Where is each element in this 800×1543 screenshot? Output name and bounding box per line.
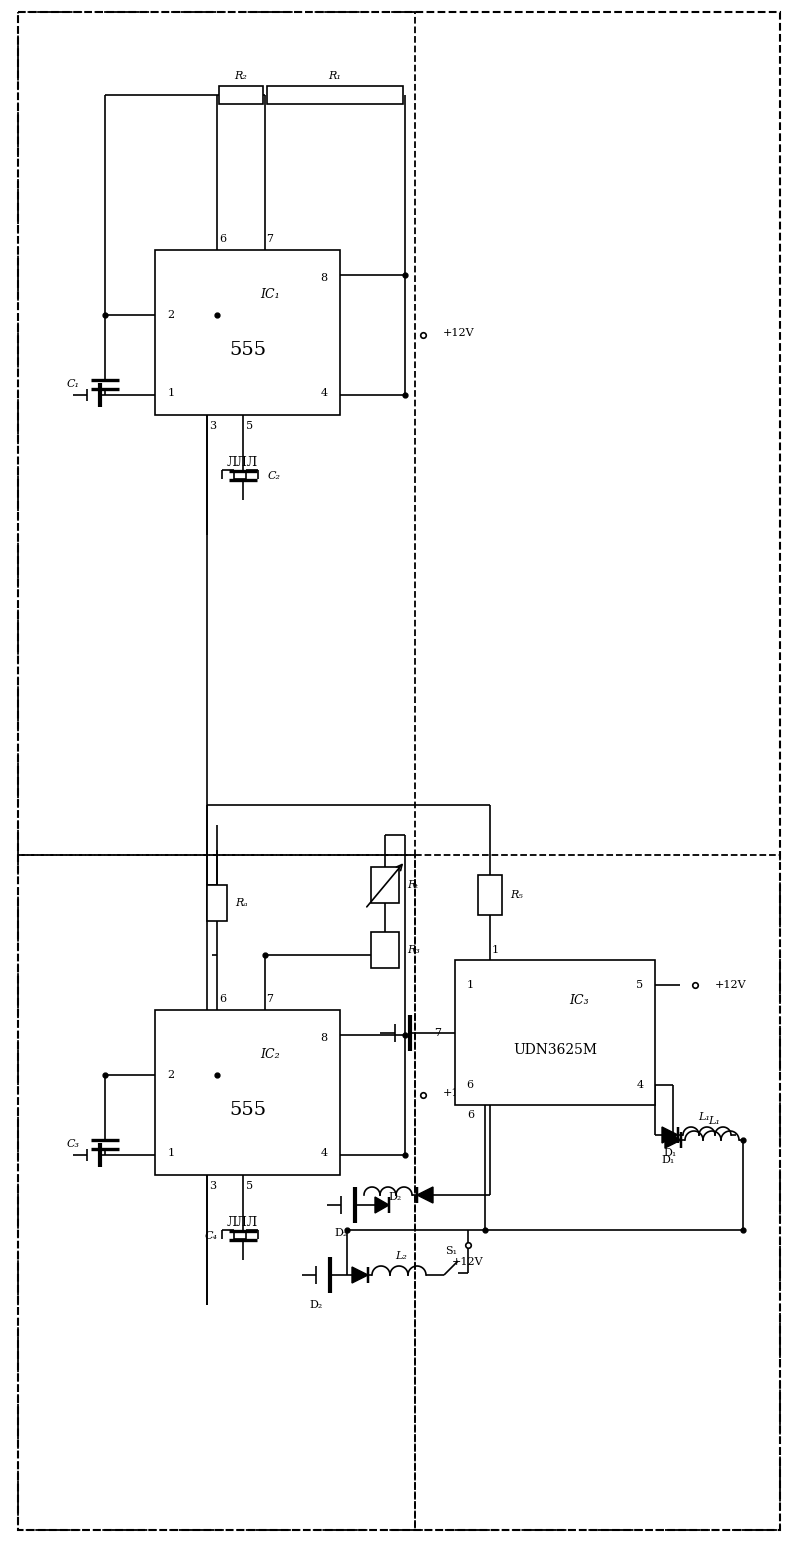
Bar	[415, 855, 780, 1531]
Bar	[455, 960, 655, 1105]
Text: C₂: C₂	[268, 471, 281, 481]
Text: R₂: R₂	[234, 71, 247, 80]
Text: 3: 3	[210, 1180, 217, 1191]
Text: IC₂: IC₂	[260, 1049, 279, 1062]
Bar	[478, 875, 502, 915]
Text: 1: 1	[167, 387, 174, 398]
Text: 555: 555	[229, 1102, 266, 1119]
Text: R₁: R₁	[329, 71, 342, 80]
Polygon shape	[352, 1267, 368, 1282]
Text: 6: 6	[467, 1109, 474, 1120]
Text: D₂: D₂	[389, 1193, 402, 1202]
Bar	[219, 86, 263, 103]
Text: UDN3625M: UDN3625M	[513, 1043, 597, 1057]
Text: 4: 4	[321, 1148, 327, 1157]
Text: 7: 7	[434, 1028, 441, 1037]
Text: 6: 6	[219, 235, 226, 244]
Text: C₃: C₃	[67, 1139, 80, 1150]
Text: +12V: +12V	[452, 1258, 484, 1267]
Text: D₁: D₁	[662, 1156, 674, 1165]
Text: 555: 555	[229, 341, 266, 360]
Text: 5: 5	[246, 1180, 254, 1191]
Text: 7: 7	[266, 994, 274, 1004]
Bar	[371, 867, 399, 903]
Text: 1: 1	[466, 980, 474, 991]
Text: 2: 2	[167, 310, 174, 319]
Text: 1: 1	[491, 944, 498, 955]
Text: +12V: +12V	[443, 1088, 474, 1099]
Text: 3: 3	[210, 421, 217, 430]
Text: L₂: L₂	[395, 1251, 407, 1261]
Polygon shape	[665, 1133, 681, 1148]
Bar	[155, 1011, 340, 1176]
Text: Rₐ: Rₐ	[235, 898, 247, 907]
Text: S₁: S₁	[445, 1247, 457, 1256]
Bar	[207, 884, 227, 921]
Text: +12V: +12V	[443, 329, 474, 338]
Text: ЛЛЛ: ЛЛЛ	[226, 455, 258, 469]
Text: R₃: R₃	[407, 944, 420, 955]
Polygon shape	[375, 1197, 389, 1213]
Text: 8: 8	[321, 1032, 327, 1043]
Text: IC₁: IC₁	[260, 289, 279, 301]
Bar	[371, 932, 399, 967]
Text: D₂: D₂	[334, 1228, 348, 1237]
Text: 4: 4	[637, 1080, 643, 1089]
Text: C₄: C₄	[205, 1231, 218, 1241]
Text: 6: 6	[466, 1080, 474, 1089]
Text: 4: 4	[321, 387, 327, 398]
Text: D₁: D₁	[663, 1148, 677, 1157]
Text: 8: 8	[321, 273, 327, 282]
Bar	[267, 86, 403, 103]
Text: 5: 5	[246, 421, 254, 430]
Text: 5: 5	[637, 980, 643, 991]
Text: D₂: D₂	[310, 1301, 322, 1310]
Text: R₅: R₅	[510, 890, 523, 900]
Text: 2: 2	[167, 1069, 174, 1080]
Text: C₁: C₁	[67, 380, 80, 389]
Text: ЛЛЛ: ЛЛЛ	[226, 1216, 258, 1228]
Text: +12V: +12V	[715, 980, 746, 991]
Text: IC₃: IC₃	[569, 994, 589, 1006]
Polygon shape	[662, 1126, 678, 1143]
Text: L₁: L₁	[698, 1113, 710, 1122]
Text: 7: 7	[266, 235, 274, 244]
Text: Rₜ: Rₜ	[407, 880, 418, 890]
Text: 1: 1	[167, 1148, 174, 1157]
Bar	[155, 250, 340, 415]
Text: L₁: L₁	[708, 1116, 720, 1126]
Text: 6: 6	[219, 994, 226, 1004]
Bar	[18, 855, 415, 1531]
Bar	[18, 12, 415, 855]
Polygon shape	[417, 1187, 433, 1204]
